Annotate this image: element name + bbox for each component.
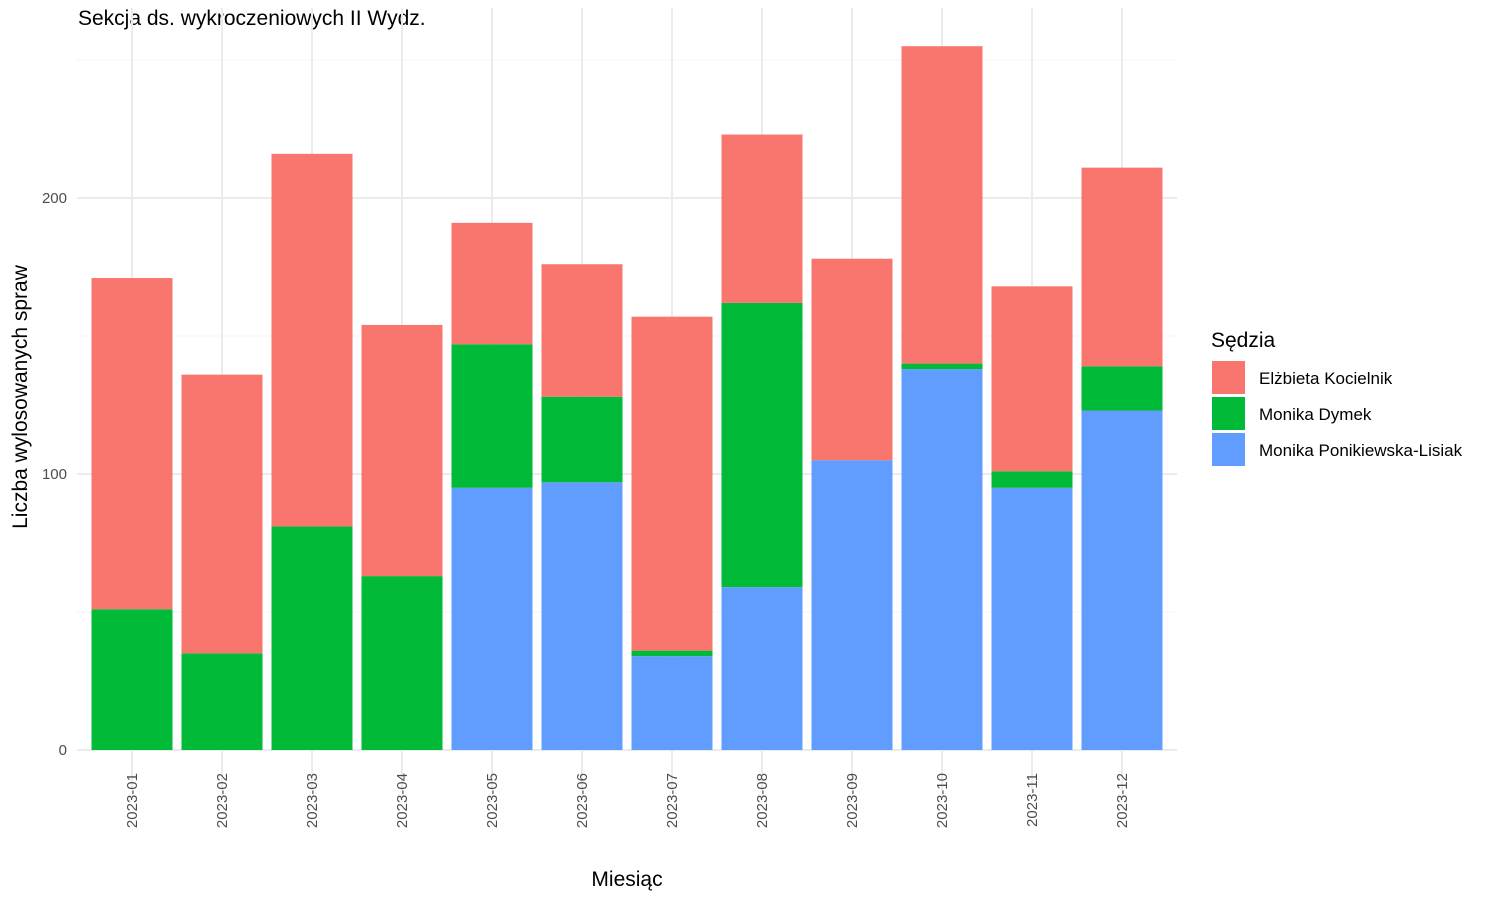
y-tick-label: 100	[42, 466, 67, 483]
bar-segment	[361, 576, 443, 750]
y-axis-title: Liczba wylosowanych spraw	[9, 264, 32, 529]
x-tick-label: 2023-05	[484, 773, 501, 828]
bar-segment	[631, 656, 713, 750]
bar-segment	[721, 587, 803, 750]
bar-segment	[451, 344, 533, 488]
bars	[91, 46, 1163, 750]
x-tick-label: 2023-11	[1024, 773, 1041, 827]
bar-segment	[991, 286, 1073, 472]
legend-swatch	[1212, 397, 1245, 430]
bar-segment	[991, 471, 1073, 488]
legend: Sędzia Elżbieta Kocielnik Monika Dymek Mon…	[1211, 329, 1463, 466]
x-tick-label: 2023-07	[664, 773, 681, 828]
bar-segment	[451, 487, 533, 750]
bar-segment	[811, 460, 893, 750]
legend-swatch	[1212, 361, 1245, 394]
bar-segment	[271, 526, 353, 750]
bar-segment	[1081, 167, 1163, 367]
x-tick-label: 2023-06	[574, 773, 591, 828]
bar-segment	[631, 650, 713, 657]
x-tick-label: 2023-01	[124, 773, 141, 828]
legend-label: Elżbieta Kocielnik	[1259, 369, 1393, 388]
x-axis-ticks: 2023-01 2023-02 2023-03 2023-04 2023-05 2023-…	[124, 773, 1131, 828]
x-tick-label: 2023-10	[934, 773, 951, 828]
bar-segment	[181, 374, 263, 654]
bar-segment	[271, 153, 353, 527]
bar-segment	[91, 609, 173, 750]
bar-segment	[811, 258, 893, 461]
bar-segment	[901, 363, 983, 370]
bar-segment	[451, 222, 533, 345]
bar-segment	[631, 316, 713, 651]
bar-segment	[901, 369, 983, 750]
bar-segment	[541, 396, 623, 483]
bar-segment	[901, 46, 983, 364]
bar-segment	[1081, 410, 1163, 750]
x-tick-label: 2023-08	[754, 773, 771, 828]
bar-segment	[181, 653, 263, 750]
legend-title: Sędzia	[1211, 329, 1276, 352]
bar-segment	[361, 324, 443, 577]
legend-items: Elżbieta Kocielnik Monika Dymek Monika Pon…	[1212, 361, 1463, 466]
legend-label: Monika Dymek	[1259, 405, 1372, 424]
x-tick-label: 2023-12	[1114, 773, 1131, 828]
y-axis-ticks: 0 100 200	[42, 190, 67, 759]
bar-segment	[91, 278, 173, 610]
bar-segment	[541, 482, 623, 750]
chart-title: Sekcja ds. wykroczeniowych II Wydz.	[78, 7, 426, 30]
x-tick-label: 2023-04	[394, 773, 411, 828]
x-tick-label: 2023-09	[844, 773, 861, 828]
y-tick-label: 0	[59, 742, 67, 759]
x-axis-title: Miesiąc	[591, 868, 662, 891]
x-tick-label: 2023-02	[214, 773, 231, 828]
x-tick-label: 2023-03	[304, 773, 321, 828]
bar-segment	[991, 487, 1073, 750]
legend-swatch	[1212, 433, 1245, 466]
bar-segment	[541, 264, 623, 397]
bar-segment	[1081, 366, 1163, 411]
legend-label: Monika Ponikiewska-Lisiak	[1259, 441, 1463, 460]
y-tick-label: 200	[42, 190, 67, 207]
bar-segment	[721, 302, 803, 588]
bar-segment	[721, 134, 803, 303]
